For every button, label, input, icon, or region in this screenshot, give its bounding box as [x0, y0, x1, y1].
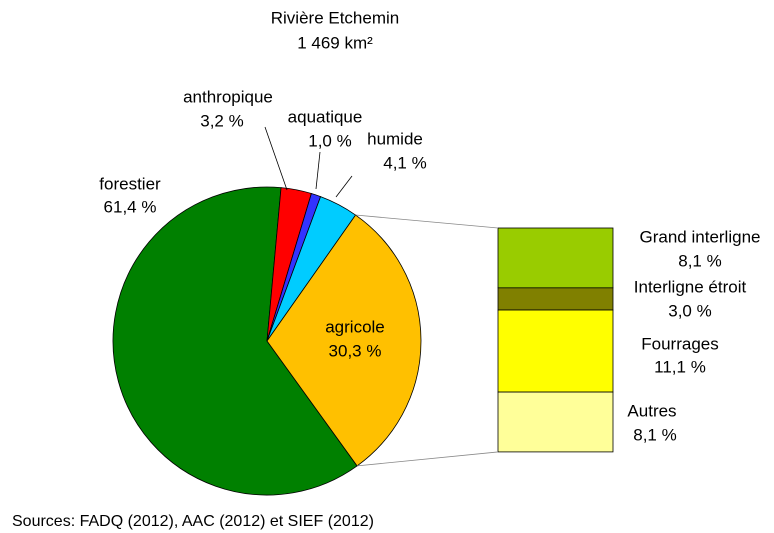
- bar-label: Autres: [627, 401, 676, 420]
- leader-line: [315, 151, 321, 190]
- slice-value-label: 4,1 %: [383, 153, 426, 172]
- connector-line: [357, 451, 499, 467]
- bar-value-label: 8,1 %: [633, 425, 676, 444]
- slice-label: forestier: [99, 174, 161, 193]
- slice-value-label: 30,3 %: [329, 341, 382, 360]
- bar-segment: [497, 227, 614, 289]
- leader-line: [264, 126, 288, 191]
- slice-value-label: 61,4 %: [104, 197, 157, 216]
- source-note: Sources: FADQ (2012), AAC (2012) et SIEF…: [12, 513, 374, 530]
- bar-label: Grand interligne: [640, 227, 761, 246]
- slice-value-label: 1,0 %: [308, 131, 351, 150]
- pie-slice: [112, 186, 358, 496]
- chart-subtitle: 1 469 km²: [297, 33, 373, 52]
- bar-value-label: 3,0 %: [668, 301, 711, 320]
- slice-value-label: 3,2 %: [200, 111, 243, 130]
- bar-label: Fourrages: [641, 334, 718, 353]
- bar-value-label: 8,1 %: [678, 251, 721, 270]
- pie-slice: [266, 214, 422, 467]
- chart-title: Rivière Etchemin: [271, 8, 400, 27]
- slice-label: anthropique: [183, 87, 273, 106]
- bar-value-label: 11,1 %: [654, 357, 706, 376]
- bar-segment: [497, 309, 614, 393]
- bar-segment: [497, 391, 614, 453]
- connector-line: [355, 214, 499, 229]
- slice-label: humide: [367, 129, 423, 148]
- leader-line: [335, 175, 353, 198]
- bar-label: Interligne étroit: [634, 277, 747, 296]
- slice-label: aquatique: [288, 107, 363, 126]
- slice-label: agricole: [325, 317, 385, 336]
- bar-segment: [497, 287, 614, 311]
